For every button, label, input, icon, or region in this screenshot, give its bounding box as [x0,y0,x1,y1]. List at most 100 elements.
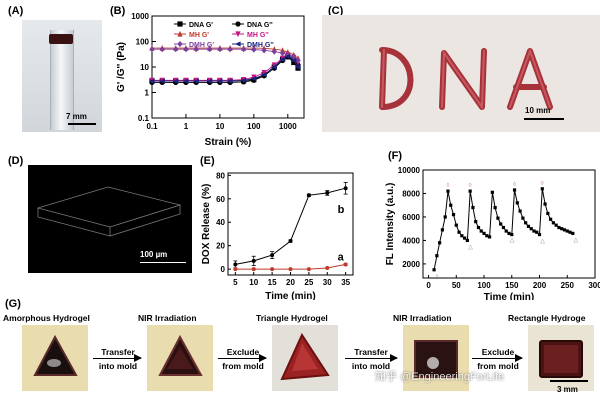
point-f-0-50 [571,231,575,235]
point-f-0-19 [485,234,489,238]
point-f-0-43 [551,221,555,225]
transition-2-line1: Exclude [226,347,260,357]
series-f-0 [432,187,575,272]
point-f-0-34 [526,224,531,228]
point-f-0-33 [524,221,528,225]
x-tick-label-b-3: 100 [247,122,261,131]
step-label-1: Amorphous Hydrogel [3,313,90,323]
point-e-0-2 [270,253,275,258]
point-b-5-4 [193,78,199,84]
x-tick-label-b-2: 10 [215,122,224,131]
series-line-b-2 [152,47,299,59]
point-f-0-41 [546,211,550,216]
point-b-5-2 [172,78,179,84]
y-tick-label-f-0: 2000 [402,260,420,269]
nir-irradiation-photo-2 [403,325,469,391]
point-b-5-1 [159,78,165,84]
x-tick-label-e-6: 35 [341,278,350,287]
point-b-4-5 [207,46,213,53]
point-f-0-30 [515,201,519,205]
point-b-5-5 [206,78,213,84]
rectangle-gel-shape [539,340,583,378]
series-label-e-0: b [338,204,345,216]
plot-frame-e [227,172,354,276]
point-f-0-20 [487,235,492,239]
series-b-2 [149,45,301,61]
point-f-0-29 [512,188,517,192]
series-line-e-0 [235,187,346,265]
series-line-b-4 [152,48,299,61]
point-f-0-4 [443,215,447,219]
step-label-3: Triangle Hydrogel [256,313,328,323]
point-e-0-3 [288,239,293,243]
rectangle-hydrogel-photo [528,325,594,391]
x-tick-label-e-1: 10 [249,278,258,287]
series-b-3 [149,52,301,84]
y-tick-label-e-0: 0 [221,265,226,274]
x-tick-label-f-3: 150 [505,281,519,290]
vial-tube [50,30,74,130]
point-f-0-8 [454,223,458,227]
point-e-1-3 [288,267,293,272]
point-b-5-9 [250,76,257,82]
point-e-1-4 [306,267,311,272]
y-tick-label-e-4: 80 [216,171,225,180]
y-tick-label-b-2: 10 [140,63,149,72]
point-f-0-7 [451,213,456,217]
x-tick-label-e-5: 30 [323,278,332,287]
legend-label-b-0: DNA G' [189,22,213,29]
confocal-box-outline [36,186,182,237]
point-e-1-6 [343,262,348,267]
y-tick-label-b-0: 0.1 [138,114,150,123]
y-axis-label-b: G' /G'' (Pa) [116,42,127,92]
scale-label-a: 7 mm [66,112,87,121]
rheology-chart: 0.1 1 10 100 1000 0.1 1 10 100 1000 Strain (%) G' /… [116,12,305,148]
legend-marker-b-2 [177,30,183,37]
x-tick-label-f-6: 300 [588,281,600,290]
point-b-4-7 [227,46,233,53]
point-f-0-47 [562,228,567,232]
point-e-0-0 [233,262,238,267]
series-label-e-1: a [338,251,345,263]
point-f-0-9 [457,230,461,234]
y-tick-label-e-3: 60 [216,195,225,204]
point-f-0-32 [521,216,525,220]
point-b-5-14 [290,57,297,64]
panel-g-label: (G) [5,298,21,310]
point-e-1-5 [325,265,330,270]
panel-a-label: (A) [8,5,24,17]
transition-3-line2: into mold [351,361,391,371]
plot-frame-f [422,169,596,279]
point-b-4-2 [173,46,179,53]
amorphous-gel-shape [33,334,78,376]
transition-arrow-1 [93,354,142,362]
legend-marker-b-3 [235,31,241,38]
point-b-5-11 [271,64,277,70]
panel-c-label: (C) [328,5,344,17]
peak-marker-f-1: ◊ [469,182,472,189]
x-tick-label-b-4: 1000 [279,122,297,131]
transition-arrow-4 [472,354,523,362]
y-tick-label-f-3: 8000 [402,189,420,198]
x-tick-label-f-5: 250 [561,281,575,290]
transition-arrow-3 [345,354,398,362]
point-f-0-40 [543,202,547,206]
point-f-0-25 [501,225,506,230]
legend-label-b-4: DMH G' [189,42,214,49]
point-f-0-0 [432,268,436,272]
point-b-4-9 [251,46,257,53]
transition-4-line2: from mold [477,361,519,371]
point-f-0-14 [471,205,475,210]
point-f-0-24 [499,222,503,226]
step-label-2: NIR Irradiation [138,313,197,323]
point-f-0-12 [465,238,469,243]
point-e-0-4 [306,193,311,198]
x-tick-label-f-0: 0 [426,281,431,290]
point-f-0-22 [493,205,497,210]
series-line-b-5 [152,55,299,82]
series-e-0 [233,181,348,269]
legend-label-b-3: MH G'' [247,32,269,39]
x-tick-label-e-0: 5 [233,278,238,287]
trough-marker-f-3: △ [540,239,545,245]
point-f-0-1 [435,254,439,258]
